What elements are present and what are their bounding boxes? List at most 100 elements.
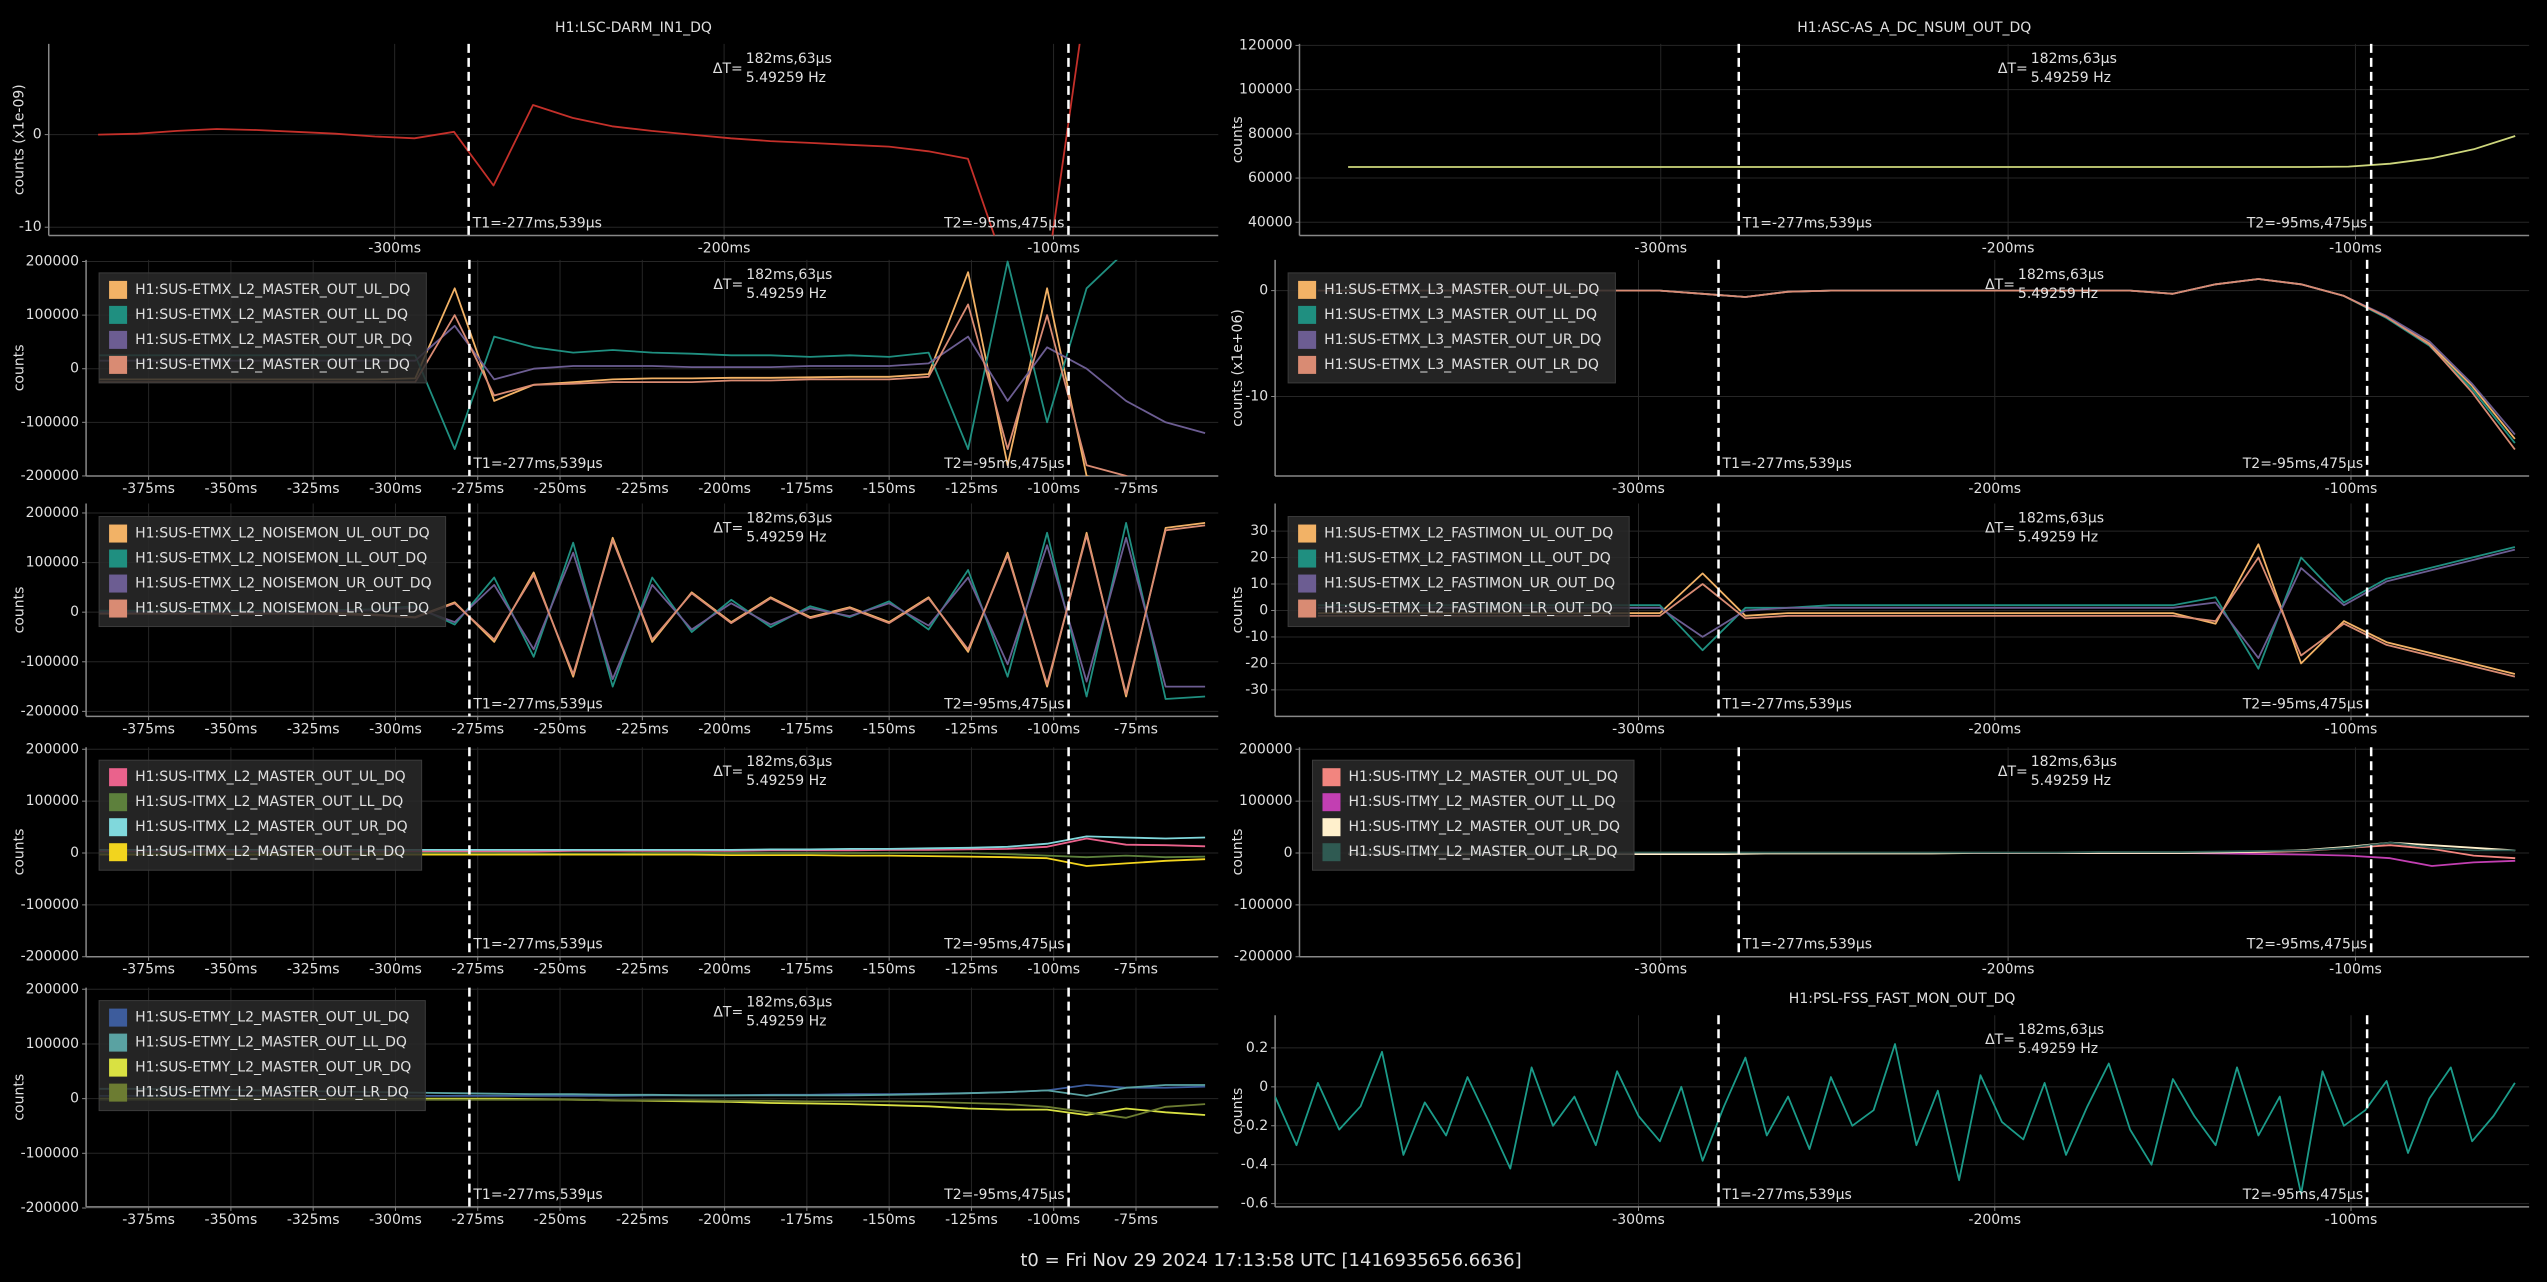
delta-frequency: 5.49259 Hz — [2018, 286, 2098, 302]
x-tick-label: -200ms — [698, 962, 751, 978]
delta-label: ΔT= — [713, 1005, 743, 1021]
legend-label: H1:SUS-ETMX_L2_NOISEMON_LL_OUT_DQ — [135, 551, 427, 567]
x-tick-label: -300ms — [1612, 721, 1665, 737]
cursor-label: T1=-277ms,539µs — [1722, 456, 1852, 472]
cursor-label: T1=-277ms,539µs — [1742, 937, 1872, 953]
cursor-label: T1=-277ms,539µs — [472, 456, 602, 472]
y-tick-label: -0.2 — [1241, 1118, 1268, 1134]
legend-swatch — [1322, 843, 1341, 862]
delta-frequency: 5.49259 Hz — [2031, 773, 2111, 789]
legend-label: H1:SUS-ETMY_L2_MASTER_OUT_UL_DQ — [135, 1010, 409, 1026]
y-axis-label: counts — [1230, 587, 1246, 634]
delta-value: 182ms,63µs — [746, 511, 832, 527]
legend-label: H1:SUS-ETMX_L2_MASTER_OUT_LR_DQ — [135, 357, 410, 373]
legend-box — [1287, 272, 1616, 384]
y-tick-label: -100000 — [21, 654, 80, 670]
y-axis-label: counts (x1e+06) — [1230, 309, 1246, 427]
y-tick-label: 80000 — [1248, 126, 1293, 142]
x-tick-label: -150ms — [863, 721, 916, 737]
x-tick-label: -375ms — [122, 1212, 175, 1228]
legend-box — [98, 516, 447, 628]
cursor-label: T1=-277ms,539µs — [472, 1187, 602, 1203]
y-tick-label: 60000 — [1248, 170, 1293, 186]
legend-swatch — [109, 280, 128, 299]
panel: 0 -10 -300ms -200ms -100ms T1=-277ms,539µs T2=… — [1230, 259, 2530, 497]
delta-frequency: 5.49259 Hz — [2031, 70, 2111, 86]
x-tick-label: -275ms — [451, 1212, 504, 1228]
x-tick-label: -375ms — [122, 481, 175, 497]
x-tick-label: -325ms — [287, 481, 340, 497]
data-line — [1348, 135, 2516, 168]
y-tick-label: -100000 — [21, 897, 80, 913]
x-tick-label: -175ms — [781, 481, 834, 497]
y-tick-label: 0 — [1284, 845, 1293, 861]
x-tick-label: -275ms — [451, 721, 504, 737]
legend: H1:SUS-ETMX_L2_MASTER_OUT_UL_DQ H1:SUS-ET… — [98, 272, 427, 384]
y-axis-label: counts — [11, 829, 27, 876]
y-axis-label: counts — [11, 345, 27, 392]
x-tick-label: -125ms — [945, 1212, 998, 1228]
y-tick-label: 100000 — [26, 793, 79, 809]
cursor-label: T2=-95ms,475µs — [943, 216, 1064, 232]
delta-label: ΔT= — [1985, 277, 2015, 293]
x-tick-label: -275ms — [451, 962, 504, 978]
delta-label: ΔT= — [1985, 1032, 2015, 1048]
x-tick-label: -125ms — [945, 721, 998, 737]
x-tick-label: -200ms — [1968, 721, 2021, 737]
legend-swatch — [1322, 818, 1341, 837]
legend-swatch — [109, 549, 128, 568]
x-tick-label: -250ms — [534, 481, 587, 497]
delta-value: 182ms,63µs — [746, 754, 832, 770]
delta-label: ΔT= — [713, 277, 743, 293]
x-tick-label: -200ms — [698, 481, 751, 497]
x-tick-label: -325ms — [287, 962, 340, 978]
delta-value: 182ms,63µs — [2031, 51, 2117, 67]
legend-box — [98, 272, 427, 384]
x-tick-label: -275ms — [451, 481, 504, 497]
y-axis-label: counts — [11, 1074, 27, 1121]
cursor-label: T2=-95ms,475µs — [2246, 216, 2367, 232]
x-tick-label: -200ms — [698, 1212, 751, 1228]
y-tick-label: -200000 — [21, 949, 80, 965]
legend-label: H1:SUS-ITMY_L2_MASTER_OUT_LR_DQ — [1348, 844, 1617, 860]
delta-frequency: 5.49259 Hz — [746, 1014, 826, 1030]
cursor-label: T1=-277ms,539µs — [472, 937, 602, 953]
x-tick-label: -300ms — [1612, 481, 1665, 497]
panel: 200000 100000 0 -100000 -200000 -300ms -200ms -… — [1230, 741, 2530, 978]
y-tick-label: -10 — [19, 219, 42, 235]
legend-swatch — [1298, 305, 1317, 324]
y-tick-label: 0 — [70, 845, 79, 861]
panel: 0.2 0 -0.2 -0.4 -0.6 -300ms -200ms -100ms T1=-27… — [1230, 991, 2530, 1228]
x-tick-label: -225ms — [616, 721, 669, 737]
x-tick-label: -325ms — [287, 721, 340, 737]
y-tick-label: 200000 — [26, 254, 79, 270]
x-tick-label: -300ms — [369, 721, 422, 737]
panel: 200000 100000 0 -100000 -200000 -375ms -350ms -… — [11, 741, 1219, 978]
delta-label: ΔT= — [1985, 521, 2015, 537]
legend-swatch — [109, 1058, 128, 1077]
legend-swatch — [109, 599, 128, 618]
legend-swatch — [109, 524, 128, 543]
legend: H1:SUS-ETMY_L2_MASTER_OUT_UL_DQ H1:SUS-ET… — [98, 1000, 426, 1112]
legend-swatch — [109, 1033, 128, 1052]
panel: 200000 100000 0 -100000 -200000 -375ms -350ms -… — [11, 254, 1219, 497]
legend-label: H1:SUS-ETMY_L2_MASTER_OUT_LL_DQ — [135, 1035, 407, 1051]
delta-value: 182ms,63µs — [2031, 754, 2117, 770]
y-tick-label: 0 — [70, 361, 79, 377]
y-tick-label: -200000 — [21, 1200, 80, 1216]
legend-box — [98, 759, 423, 871]
y-tick-label: -20 — [1245, 655, 1268, 671]
y-tick-label: 100000 — [1239, 82, 1292, 98]
y-tick-label: 0 — [33, 127, 42, 143]
legend-label: H1:SUS-ETMX_L2_NOISEMON_UR_OUT_DQ — [135, 576, 432, 592]
cursor-label: T2=-95ms,475µs — [2242, 696, 2363, 712]
legend-swatch — [109, 843, 128, 862]
y-axis-label: counts — [1230, 829, 1246, 876]
x-tick-label: -200ms — [1982, 241, 2035, 257]
x-tick-label: -225ms — [616, 962, 669, 978]
y-tick-label: -200000 — [1234, 949, 1293, 965]
panel: 30 20 10 0 -10 -20 -30 -300ms -200ms -100ms T1=-27… — [1230, 503, 2530, 737]
x-tick-label: -375ms — [122, 962, 175, 978]
